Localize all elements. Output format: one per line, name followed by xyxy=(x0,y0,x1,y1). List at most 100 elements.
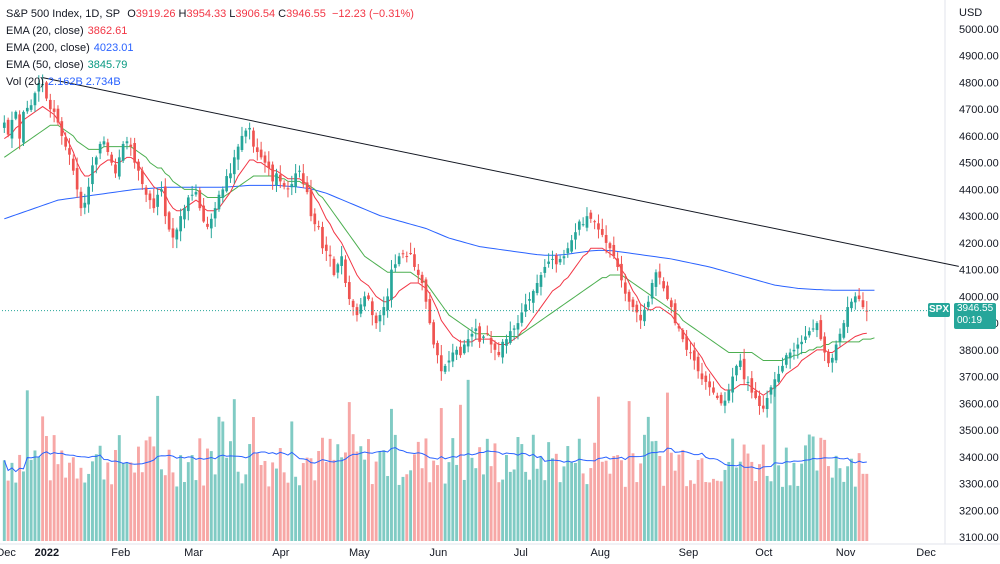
candle-body xyxy=(731,376,734,393)
candle-body xyxy=(175,229,179,240)
volume-bar xyxy=(497,482,501,541)
price-tick-label: 4100.00 xyxy=(959,265,999,277)
volume-bar xyxy=(10,462,14,541)
candle-body xyxy=(198,190,202,209)
candle-body xyxy=(850,301,853,309)
candle-body xyxy=(692,350,696,361)
volume-bar xyxy=(390,408,393,541)
candle-body xyxy=(98,143,102,154)
volume-bar xyxy=(482,474,485,541)
volume-bar xyxy=(133,472,137,541)
legend-symbol-title: S&P 500 Index, 1D, SP xyxy=(6,8,121,20)
candle-body xyxy=(209,218,213,229)
candle-body xyxy=(286,188,290,190)
candle-body xyxy=(29,105,33,110)
volume-bar xyxy=(459,404,462,541)
candle-body xyxy=(37,83,41,92)
volume-bar xyxy=(290,421,294,541)
time-tick-label: Jun xyxy=(429,547,447,559)
price-tick-label: 4300.00 xyxy=(959,211,999,223)
volume-bar xyxy=(309,458,313,541)
volume-bar xyxy=(577,438,581,541)
volume-bar xyxy=(462,479,466,541)
candle-body xyxy=(252,130,255,147)
volume-bar xyxy=(259,465,263,541)
candle-body xyxy=(712,387,715,393)
price-tick-label: 4900.00 xyxy=(959,51,999,63)
candle-body xyxy=(489,337,493,345)
candle-body xyxy=(620,263,623,281)
candle-body xyxy=(22,111,25,143)
volume-bar xyxy=(742,444,746,541)
candle-body xyxy=(428,299,432,324)
volume-bar xyxy=(834,455,838,541)
volume-bar xyxy=(29,459,33,541)
volume-bar xyxy=(815,470,819,541)
legend-indicator-row: Vol (20) 2.162B 2.734B xyxy=(6,74,414,91)
volume-bar xyxy=(367,439,370,541)
candle-body xyxy=(512,328,516,330)
candle-body xyxy=(382,307,386,316)
volume-bar xyxy=(378,451,382,541)
candle-body xyxy=(543,266,547,273)
candle-body xyxy=(455,349,458,355)
volume-bar xyxy=(543,480,547,541)
legend-change: −12.23 (−0.31%) xyxy=(331,8,414,20)
volume-bar xyxy=(163,475,167,541)
candle-body xyxy=(531,291,535,303)
candle-body xyxy=(815,323,819,331)
candle-body xyxy=(255,147,259,152)
volume-bar xyxy=(420,468,424,541)
candle-body xyxy=(420,274,424,283)
volume-bar xyxy=(478,447,482,541)
candle-body xyxy=(10,119,14,139)
volume-bar xyxy=(213,474,217,541)
candle-body xyxy=(604,234,608,243)
candle-body xyxy=(259,149,263,158)
candle-body xyxy=(41,84,44,86)
volume-bar xyxy=(562,466,566,541)
candle-body xyxy=(194,192,198,195)
volume-bar xyxy=(792,462,796,541)
volume-bar xyxy=(781,486,784,541)
candle-body xyxy=(271,164,274,182)
candle-body xyxy=(554,255,558,265)
volume-bar xyxy=(447,462,451,541)
candle-body xyxy=(401,253,405,255)
volume-bar xyxy=(746,453,750,541)
volume-bar xyxy=(221,421,225,541)
volume-bar xyxy=(305,457,309,541)
candle-body xyxy=(156,194,159,207)
time-tick-label: Apr xyxy=(272,547,289,559)
candle-body xyxy=(56,108,60,123)
volume-bar xyxy=(677,454,681,541)
candle-body xyxy=(232,157,236,175)
legend-ohlc-value: 3906.54 xyxy=(235,8,276,20)
price-tick-label: 4000.00 xyxy=(959,291,999,303)
candle-body xyxy=(14,111,18,119)
candle-body xyxy=(301,173,305,185)
volume-bar xyxy=(685,486,689,541)
volume-bar xyxy=(317,451,321,541)
candle-body xyxy=(48,99,52,110)
candle-body xyxy=(819,320,823,340)
candle-body xyxy=(217,194,221,210)
volume-bar xyxy=(48,480,52,541)
volume-bar xyxy=(355,451,359,541)
candle-body xyxy=(539,274,543,287)
candle-body xyxy=(777,373,780,382)
volume-bar xyxy=(715,480,719,541)
candle-body xyxy=(478,326,481,342)
candle-body xyxy=(206,223,209,227)
volume-bar xyxy=(819,437,823,541)
volume-bar xyxy=(386,476,390,541)
candle-body xyxy=(290,184,294,188)
volume-bar xyxy=(18,454,22,541)
candle-body xyxy=(658,271,662,278)
candle-body xyxy=(742,358,746,380)
candle-body xyxy=(125,141,129,144)
volume-bar xyxy=(662,485,666,541)
candle-body xyxy=(378,315,382,322)
